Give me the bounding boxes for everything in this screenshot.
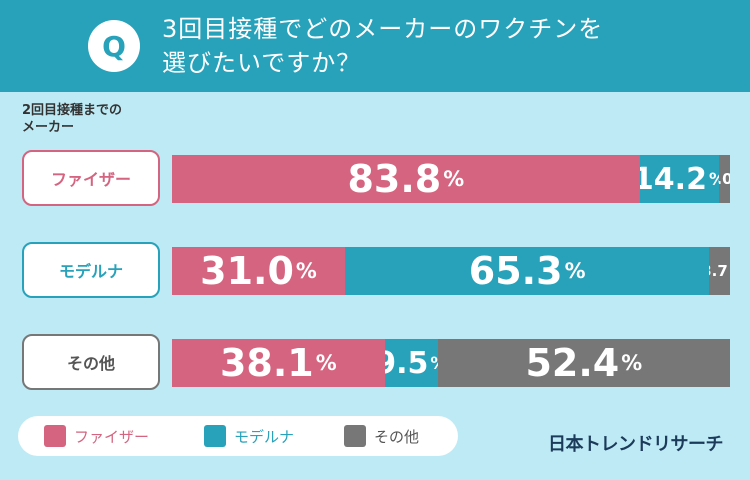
data-label-moderna-pfizer: 31.0 [200, 249, 294, 293]
category-label-pfizer: ファイザー [22, 150, 160, 206]
bar-moderna-moderna: 65.3% [344, 247, 710, 295]
data-label-unit: % [709, 170, 719, 189]
bar-pfizer-pfizer: 83.8% [172, 155, 640, 203]
data-label-unit: % [315, 351, 337, 375]
data-label-other-moderna: 9.5 [384, 345, 429, 381]
bar-other-other: 52.4% [437, 339, 730, 387]
bar-pfizer-other: 2.0% [718, 155, 730, 203]
category-label-other: その他 [22, 334, 160, 390]
legend-label-pfizer: ファイザー [74, 427, 150, 446]
question-title-line-2: 選びたいですか？ [162, 49, 362, 77]
legend-swatch-pfizer [44, 425, 66, 447]
header-banner: Q 3回目接種でどのメーカーのワクチンを 選びたいですか？ [0, 0, 750, 92]
question-title: 3回目接種でどのメーカーのワクチンを 選びたいですか？ [162, 12, 722, 80]
legend-label-moderna: モデルナ [234, 427, 295, 446]
bar-moderna-other: 3.7% [709, 247, 730, 295]
category-label-moderna: モデルナ [22, 242, 160, 298]
legend-item-moderna: モデルナ [204, 425, 294, 447]
legend-label-other: その他 [374, 427, 420, 446]
data-label-unit: % [295, 259, 317, 283]
data-label-moderna-other: 3.7 [709, 262, 728, 280]
bar-other-pfizer: 38.1% [172, 339, 385, 387]
row-caption-line-2: メーカー [22, 120, 75, 135]
data-label-pfizer-moderna: 14.2 [639, 161, 707, 197]
row-caption-line-1: 2回目接種までの [22, 103, 123, 118]
data-label-other-pfizer: 38.1 [219, 341, 314, 385]
bar-other-moderna: 9.5% [384, 339, 438, 387]
legend-swatch-moderna [204, 425, 226, 447]
legend: ファイザー モデルナ その他 [18, 416, 458, 456]
q-badge: Q [88, 20, 140, 72]
data-label-unit: % [621, 351, 643, 375]
data-label-moderna-moderna: 65.3 [468, 249, 563, 293]
legend-item-pfizer: ファイザー [44, 425, 149, 447]
data-label-other-other: 52.4 [525, 341, 620, 385]
row-caption: 2回目接種までの メーカー [22, 102, 182, 136]
data-label-pfizer-other: 2.0 [719, 170, 730, 188]
bar-moderna-pfizer: 31.0% [172, 247, 345, 295]
data-label-unit: % [430, 354, 437, 373]
legend-item-other: その他 [344, 425, 419, 447]
legend-swatch-other [344, 425, 366, 447]
data-label-pfizer-pfizer: 83.8 [347, 157, 442, 201]
question-title-line-1: 3回目接種でどのメーカーのワクチンを [162, 15, 604, 43]
data-label-unit: % [443, 167, 465, 191]
data-label-unit: % [564, 259, 586, 283]
bar-pfizer-moderna: 14.2% [639, 155, 719, 203]
brand-logo: 日本トレンドリサーチ [548, 434, 724, 455]
